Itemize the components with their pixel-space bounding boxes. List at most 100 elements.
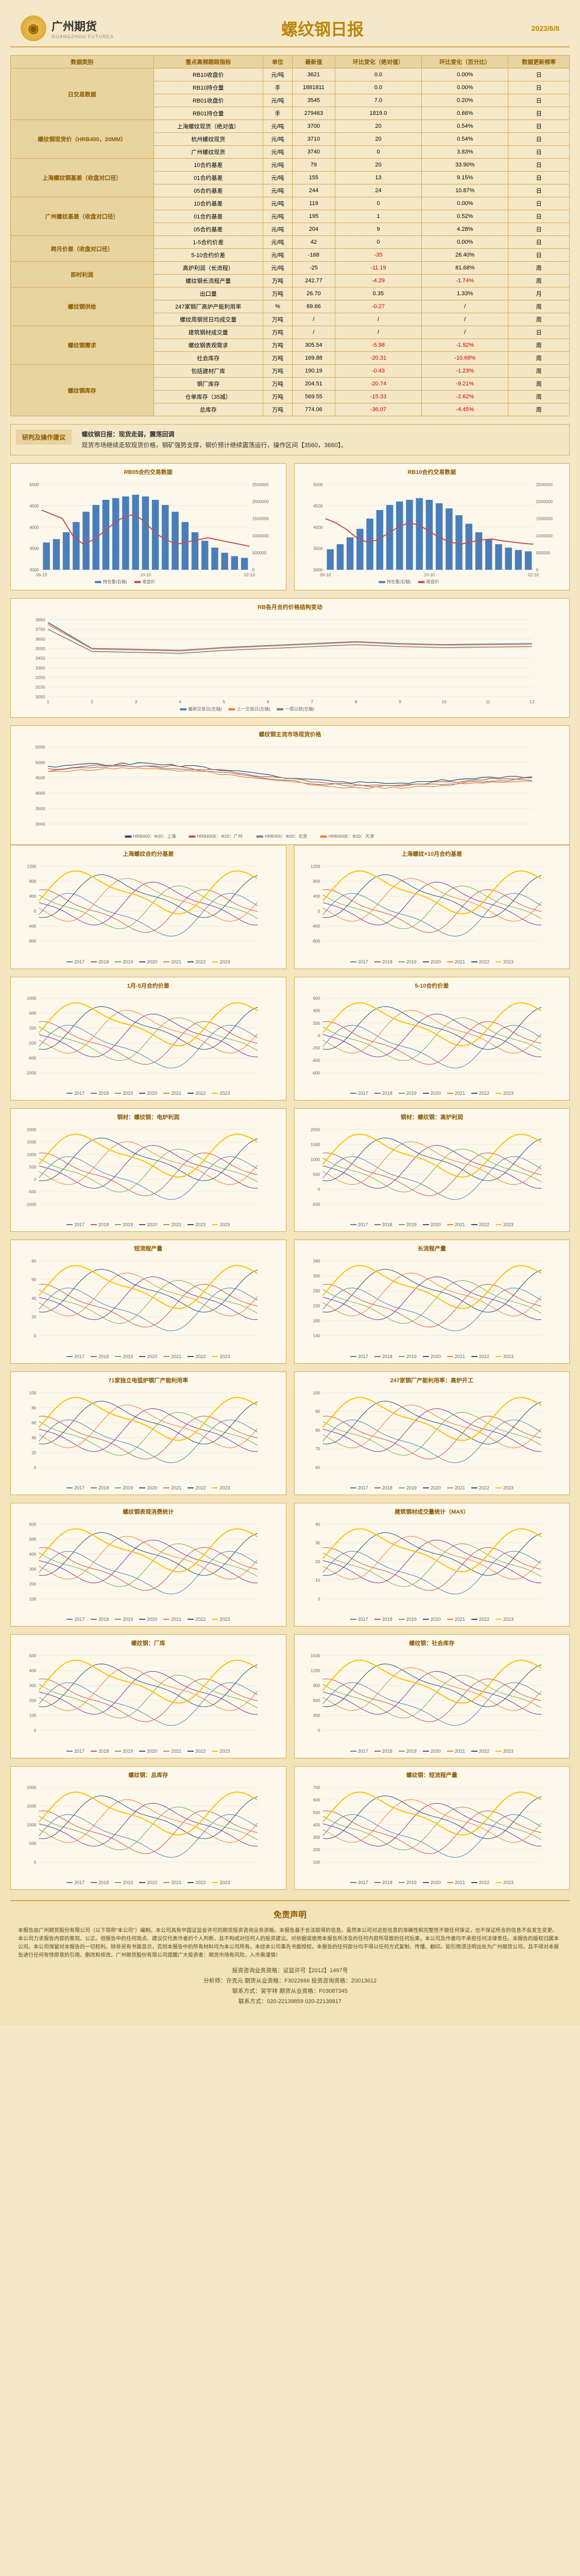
svg-text:10: 10: [315, 1578, 320, 1583]
svg-text:1000: 1000: [27, 1822, 37, 1827]
svg-text:80: 80: [31, 1405, 37, 1410]
svg-text:300: 300: [313, 1835, 320, 1840]
svg-text:最新交易日(左轴): 最新交易日(左轴): [188, 706, 222, 711]
svg-text:3650: 3650: [36, 636, 45, 641]
small-chart: 螺纹钢：社会库存03006009001200150020172018201920…: [294, 1634, 570, 1758]
svg-text:0: 0: [34, 1177, 37, 1182]
chart-monthly: RB各月合约价格结构变动 305031503250335034503550365…: [10, 598, 570, 718]
svg-text:06-10: 06-10: [320, 572, 331, 577]
table-header: 数据更新频率: [508, 56, 570, 69]
svg-text:40: 40: [31, 1296, 37, 1301]
svg-text:-1000: -1000: [25, 1071, 37, 1075]
svg-text:10: 10: [441, 699, 447, 704]
logo-en: GUANGZHOU FUTURES: [52, 34, 114, 39]
svg-text:一周以前(左轴): 一周以前(左轴): [285, 706, 314, 711]
small-chart: 71家独立电弧炉钢厂产能利用率0204060801002017201820192…: [10, 1371, 286, 1495]
table-row: 上海螺纹钢基差（收盘对口径）10合约基差元/吨792033.90%日: [11, 159, 570, 172]
svg-text:500: 500: [29, 1165, 37, 1170]
svg-text:-1000: -1000: [25, 1202, 37, 1207]
svg-text:20: 20: [31, 1315, 37, 1319]
small-chart: 螺纹钢：总库存050010001500200020172018201920202…: [10, 1766, 286, 1890]
logo: ◉ 广州期货 GUANGZHOU FUTURES: [21, 15, 114, 41]
svg-text:1: 1: [47, 699, 49, 704]
small-chart: 1月-5月合约价差-1000-600-200200600100020172018…: [10, 977, 286, 1100]
svg-text:2500000: 2500000: [252, 482, 269, 487]
svg-text:0: 0: [34, 1860, 37, 1865]
svg-text:60: 60: [315, 1465, 320, 1470]
svg-text:4000: 4000: [29, 525, 39, 530]
table-row: 螺纹钢库存包括建材厂库万吨190.19-0.43-1.23%周: [11, 365, 570, 378]
svg-text:4500: 4500: [29, 504, 39, 509]
svg-text:260: 260: [313, 1289, 320, 1294]
svg-text:3000: 3000: [313, 568, 323, 572]
svg-text:1500: 1500: [311, 1654, 320, 1658]
svg-text:400: 400: [313, 1822, 320, 1827]
svg-text:2000000: 2000000: [536, 500, 553, 504]
svg-text:100: 100: [29, 1391, 37, 1395]
svg-text:0: 0: [317, 1033, 320, 1038]
svg-text:3000: 3000: [36, 822, 45, 827]
svg-text:800: 800: [313, 879, 320, 884]
svg-text:200: 200: [29, 1582, 37, 1586]
svg-text:0: 0: [317, 909, 320, 914]
report-date: 2023/6/8: [532, 24, 560, 32]
svg-text:20: 20: [31, 1450, 37, 1455]
table-header: 数据类别: [11, 56, 154, 69]
chart-rb10: RB10合约交易数据 30003500400045005000050000010…: [294, 463, 570, 590]
svg-text:200: 200: [313, 1848, 320, 1852]
chart-spot: 螺纹钢主流市场现货价格 300035004000450050005500HRB4…: [10, 725, 570, 845]
svg-text:10-10: 10-10: [424, 572, 435, 577]
small-chart: 钢材：螺纹钢：电炉利润-1000-50005001000150020002017…: [10, 1108, 286, 1232]
suggestion-title: 螺纹钢日报：现货走弱，震荡回调: [81, 430, 347, 438]
suggestion-text: 现货市场继续走软现货价格，钢矿强势支撑，钢价预计继续震荡运行，操作区间【3560…: [81, 440, 347, 449]
svg-text:0: 0: [536, 568, 538, 572]
svg-text:100: 100: [313, 1391, 320, 1395]
svg-text:HRB400：Φ20：北京: HRB400：Φ20：北京: [265, 833, 308, 839]
svg-text:-600: -600: [28, 1056, 37, 1060]
svg-text:400: 400: [29, 894, 37, 899]
svg-text:340: 340: [313, 1259, 320, 1264]
svg-text:500000: 500000: [252, 551, 267, 555]
svg-text:1000000: 1000000: [252, 534, 269, 538]
svg-text:持仓量(右轴): 持仓量(右轴): [103, 579, 127, 584]
svg-text:3550: 3550: [36, 646, 45, 651]
svg-text:-800: -800: [311, 939, 320, 944]
small-chart: 螺纹钢表观消费统计1002003004005006002017201820192…: [10, 1503, 286, 1626]
svg-text:5000: 5000: [313, 482, 323, 487]
table-row: 即时利润高炉利润（长流程）元/吨-25-11.1981.68%周: [11, 262, 570, 275]
table-row: 日交易数据RB10收盘价元/吨36210.00.00%日: [11, 69, 570, 81]
svg-text:3850: 3850: [36, 617, 45, 622]
svg-text:12: 12: [530, 699, 535, 704]
svg-text:600: 600: [313, 996, 320, 1001]
suggestion-label: 研判及操作建议: [16, 430, 72, 445]
svg-text:1500: 1500: [311, 1142, 320, 1147]
svg-text:1000: 1000: [27, 996, 37, 1001]
svg-text:700: 700: [313, 1785, 320, 1790]
svg-text:1200: 1200: [311, 865, 320, 869]
svg-text:2000: 2000: [311, 1128, 320, 1132]
svg-text:3500: 3500: [313, 547, 323, 551]
svg-text:500: 500: [29, 1537, 37, 1541]
svg-text:02-10: 02-10: [527, 572, 539, 577]
svg-text:80: 80: [31, 1259, 37, 1264]
svg-text:300: 300: [29, 1567, 37, 1571]
svg-text:7: 7: [311, 699, 313, 704]
small-chart: 上海螺纹×10月合约基差-800-40004008001200201720182…: [294, 845, 570, 969]
svg-text:300: 300: [29, 1684, 37, 1688]
svg-text:4: 4: [179, 699, 181, 704]
svg-text:2: 2: [91, 699, 93, 704]
svg-text:02-10: 02-10: [244, 572, 255, 577]
svg-text:-500: -500: [311, 1202, 320, 1207]
svg-text:600: 600: [29, 1011, 37, 1015]
table-header: 重点高频跟踪指标: [153, 56, 263, 69]
svg-text:HRB400E：Φ20：天津: HRB400E：Φ20：天津: [329, 834, 374, 839]
svg-text:1200: 1200: [27, 865, 37, 869]
small-chart: 螺纹钢：厂库0100200300400500201720182019202020…: [10, 1634, 286, 1758]
svg-text:30: 30: [315, 1541, 320, 1546]
svg-text:500: 500: [29, 1841, 37, 1846]
svg-text:60: 60: [31, 1278, 37, 1282]
table-row: 跨月价差（收盘对口径）1-5合约价差元/吨4200.00%日: [11, 236, 570, 249]
svg-text:220: 220: [313, 1304, 320, 1309]
svg-text:0: 0: [317, 1728, 320, 1733]
disclaimer: 免责声明 本报告由广州期货股份有限公司（以下简称"本公司"）编制。本公司具有中国…: [10, 1900, 570, 2015]
